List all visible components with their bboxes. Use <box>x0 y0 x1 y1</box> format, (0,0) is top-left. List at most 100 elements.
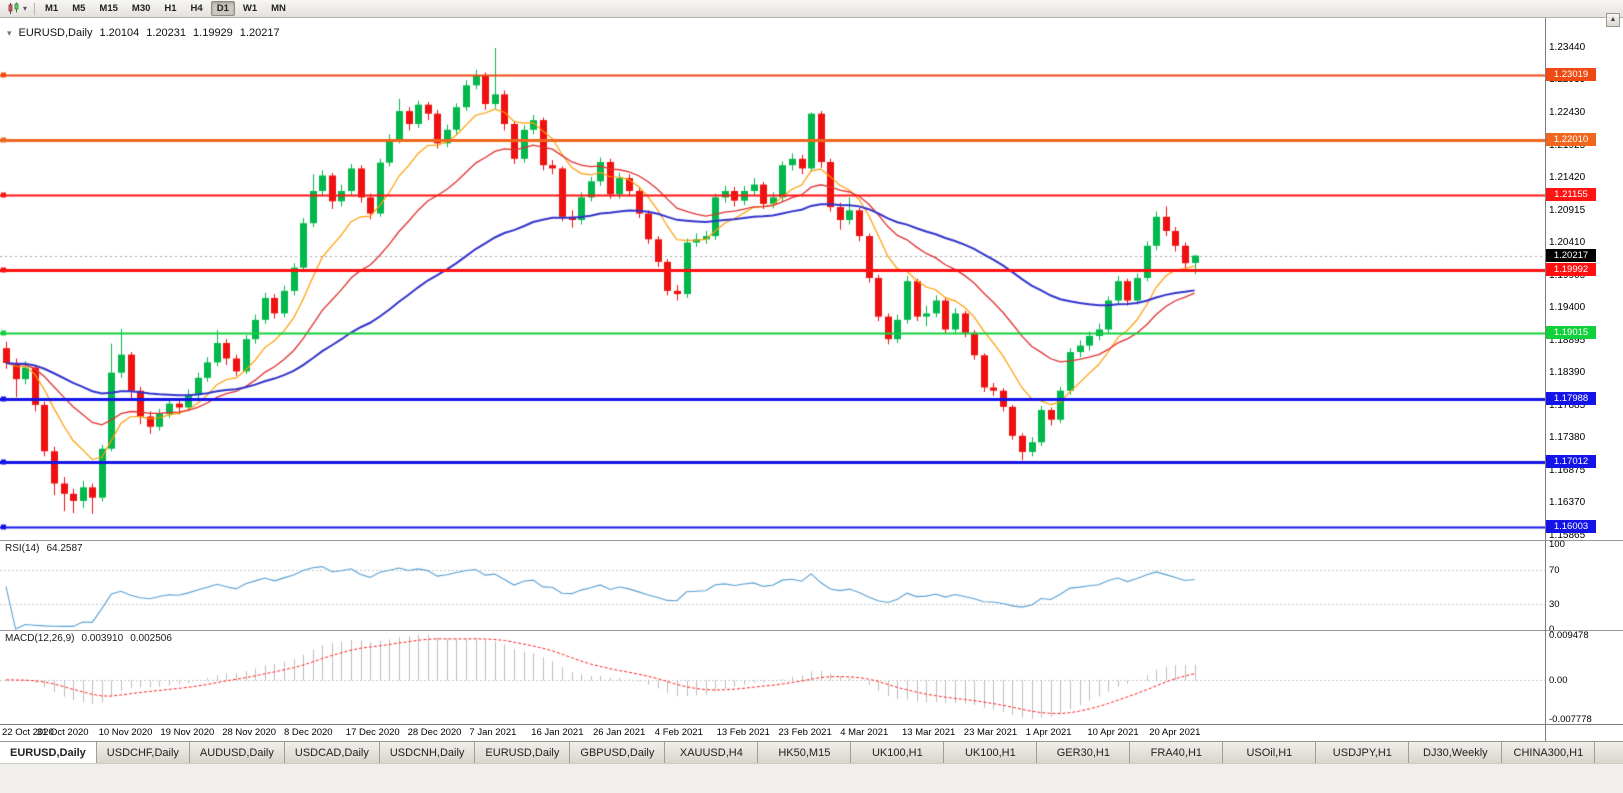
date-label: 28 Dec 2020 <box>407 727 462 738</box>
hline-price-tag: 1.17988 <box>1546 392 1596 406</box>
timeframe-button-h1[interactable]: H1 <box>164 3 177 14</box>
rsi-axis-label: 30 <box>1549 598 1560 610</box>
date-label: 17 Dec 2020 <box>345 727 400 738</box>
chart-tab-bar: EURUSD,Daily USDCHF,Daily AUDUSD,Daily USDC… <box>0 741 1623 763</box>
timeframe-button-m30[interactable]: M30 <box>131 3 151 14</box>
price-axis-label: 1.17380 <box>1549 432 1586 444</box>
chart-tab-uk100-h1[interactable]: UK100,H1 <box>851 742 945 763</box>
macd-indicator-name: MACD(12,26,9) <box>5 633 75 644</box>
macd-axis-label: -0.007778 <box>1549 714 1592 725</box>
chart-tab-hk50-m15[interactable]: HK50,M15 <box>758 742 852 763</box>
price-axis-label: 1.21420 <box>1549 172 1586 184</box>
date-label: 7 Jan 2021 <box>469 727 517 738</box>
chart-tab-usdcad-daily[interactable]: USDCAD,Daily <box>284 742 380 763</box>
price-axis-label: 1.19400 <box>1549 302 1586 314</box>
timeframe-button-d1[interactable]: D1 <box>210 1 235 16</box>
date-label: 13 Mar 2021 <box>902 727 956 738</box>
price-axis-label: 1.18895 <box>1549 334 1586 346</box>
chart-tab-u[interactable]: U <box>1595 742 1623 763</box>
rsi-canvas[interactable] <box>0 541 1545 630</box>
date-label: 20 Apr 2021 <box>1149 727 1201 738</box>
timeframe-button-m5[interactable]: M5 <box>72 3 86 14</box>
date-label: 10 Nov 2020 <box>98 727 153 738</box>
time-axis[interactable]: 22 Oct 2020 31 Oct 2020 10 Nov 2020 19 Nov … <box>0 724 1545 741</box>
chart-tab-usdjpy-h1[interactable]: USDJPY,H1 <box>1316 742 1410 763</box>
date-label: 10 Apr 2021 <box>1087 727 1139 738</box>
chart-tab-xauusd-h4[interactable]: XAUUSD,H4 <box>665 742 759 763</box>
price-axis-label: 1.15865 <box>1549 530 1586 541</box>
date-label: 19 Nov 2020 <box>160 727 215 738</box>
chart-tab-fra40-h1[interactable]: FRA40,H1 <box>1130 742 1224 763</box>
macd-canvas[interactable] <box>0 631 1545 724</box>
title-marker-icon: ▾ <box>7 27 12 38</box>
rsi-axis-label: 70 <box>1549 564 1560 576</box>
chart-tab-usdchf-daily[interactable]: USDCHF,Daily <box>96 742 190 763</box>
date-label: 16 Jan 2021 <box>531 727 584 738</box>
scroll-up-button[interactable]: ▲ <box>1606 13 1620 27</box>
chart-tab-china300-h1[interactable]: CHINA300,H1 <box>1502 742 1596 763</box>
axis-corner <box>1546 724 1623 741</box>
chart-tab-audusd-daily[interactable]: AUDUSD,Daily <box>189 742 285 763</box>
hline-price-tag: 1.21155 <box>1546 188 1596 202</box>
timeframe-button-mn[interactable]: MN <box>271 3 286 14</box>
macd-axis: 0.009478 0.00 -0.007778 <box>1546 630 1623 725</box>
date-label: 28 Nov 2020 <box>222 727 277 738</box>
price-axis-label: 1.17885 <box>1549 399 1586 411</box>
main-chart-pane: ▾ EURUSD,Daily 1.20104 1.20231 1.19929 1… <box>0 18 1545 540</box>
date-label: 31 Oct 2020 <box>36 727 89 738</box>
rsi-pane: RSI(14) 64.2587 <box>0 540 1545 630</box>
chart-type-button[interactable]: ▾ <box>4 2 30 15</box>
price-axis-label: 1.23440 <box>1549 41 1586 53</box>
timeframe-button-m1[interactable]: M1 <box>45 3 59 14</box>
chart-tab-eurusd-daily[interactable]: EURUSD,Daily <box>0 742 97 763</box>
hline-price-tag: 1.16003 <box>1546 520 1596 534</box>
current-price-tag: 1.20217 <box>1546 248 1596 262</box>
date-label: 22 Oct 2020 <box>2 727 54 738</box>
bottom-spacer <box>0 763 1623 793</box>
timeframe-button-w1[interactable]: W1 <box>242 3 258 14</box>
rsi-indicator-name: RSI(14) <box>5 543 40 554</box>
chart-tab-dj30-weekly[interactable]: DJ30,Weekly <box>1409 742 1503 763</box>
chart-tab-usoil-h1[interactable]: USOil,H1 <box>1223 742 1317 763</box>
plot-column: ▾ EURUSD,Daily 1.20104 1.20231 1.19929 1… <box>0 18 1545 741</box>
chart-title: ▾ EURUSD,Daily 1.20104 1.20231 1.19929 1… <box>7 27 280 39</box>
hline-price-tag: 1.19015 <box>1546 326 1596 340</box>
main-chart-canvas[interactable] <box>0 18 1545 540</box>
price-axis-label: 1.18390 <box>1549 367 1586 379</box>
chart-symbol-label: EURUSD,Daily <box>18 27 93 39</box>
timeframe-toolbar: ▾ M1 M5 M15 M30 H1 H4 D1 W1 MN <box>0 0 1623 18</box>
chart-tab-ger30-h1[interactable]: GER30,H1 <box>1037 742 1131 763</box>
main-price-axis: 1.234401.229351.224301.219251.214201.209… <box>1546 18 1623 541</box>
timeframe-button-h4[interactable]: H4 <box>190 3 203 14</box>
chart-tab-uk100-h1[interactable]: UK100,H1 <box>944 742 1038 763</box>
date-label: 8 Dec 2020 <box>284 727 333 738</box>
chart-high-value: 1.20231 <box>146 27 187 39</box>
chart-low-value: 1.19929 <box>193 27 233 39</box>
hline-price-tag: 1.17012 <box>1546 455 1596 469</box>
chart-tab-gbpusd-daily[interactable]: GBPUSD,Daily <box>570 742 666 763</box>
price-axis-label: 1.16875 <box>1549 464 1586 476</box>
rsi-axis: 100 70 30 0 <box>1546 539 1623 635</box>
date-label: 4 Feb 2021 <box>654 727 703 738</box>
macd-axis-label: 0.00 <box>1549 674 1568 686</box>
hline-price-tag: 1.23019 <box>1546 68 1596 82</box>
chart-tab-usdcnh-daily[interactable]: USDCNH,Daily <box>379 742 476 763</box>
macd-axis-label: 0.009478 <box>1549 630 1589 641</box>
date-label: 4 Mar 2021 <box>840 727 889 738</box>
chart-tab-eurusd-daily[interactable]: EURUSD,Daily <box>475 742 571 763</box>
date-label: 13 Feb 2021 <box>716 727 770 738</box>
macd-pane: MACD(12,26,9) 0.003910 0.002506 <box>0 630 1545 724</box>
price-axis-label: 1.22430 <box>1549 107 1586 119</box>
price-axis-column[interactable]: 1.234401.229351.224301.219251.214201.209… <box>1545 18 1623 741</box>
chart-area: ▾ EURUSD,Daily 1.20104 1.20231 1.19929 1… <box>0 18 1623 741</box>
date-label: 26 Jan 2021 <box>593 727 646 738</box>
macd-main-value: 0.003910 <box>81 633 124 644</box>
price-axis-label: 1.20410 <box>1549 237 1586 249</box>
macd-signal-value: 0.002506 <box>130 633 172 644</box>
rsi-axis-label: 0 <box>1549 624 1555 635</box>
macd-label: MACD(12,26,9) 0.003910 0.002506 <box>5 633 172 644</box>
timeframe-button-m15[interactable]: M15 <box>99 3 118 14</box>
timeframe-buttons: M1 M5 M15 M30 H1 H4 D1 W1 MN <box>39 1 292 16</box>
date-label: 23 Mar 2021 <box>963 727 1018 738</box>
rsi-indicator-value: 64.2587 <box>46 543 83 554</box>
